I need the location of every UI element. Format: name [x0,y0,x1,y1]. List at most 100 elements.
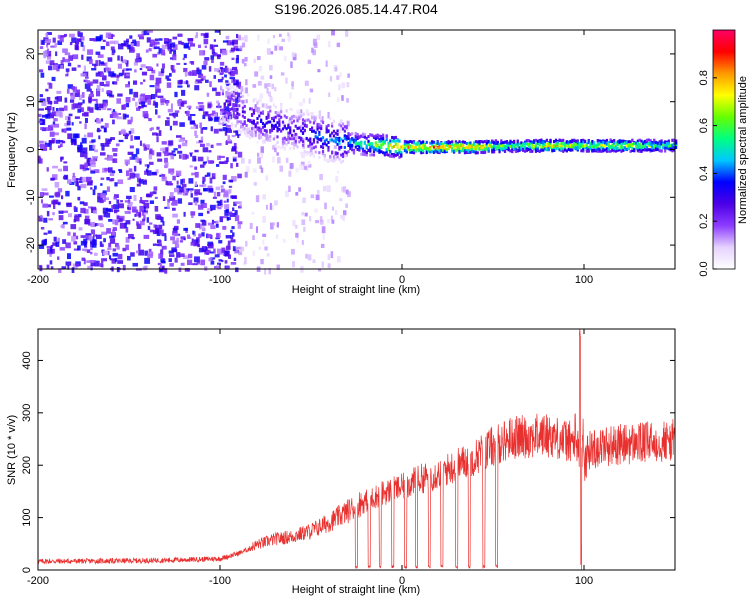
spectrogram-cell-1700 [229,116,232,120]
spectrogram-cell-2659 [478,140,481,144]
spectrogram-cell-670 [197,101,204,105]
spectrogram-cell-769 [63,174,69,180]
spectrogram-cell-321 [169,113,174,116]
spectrogram-cell-3072 [585,146,589,150]
spectrogram-cell-1521 [333,145,337,149]
spectrogram-cell-1465 [309,215,312,222]
spectrogram-cell-674 [128,130,132,135]
spectrogram-cell-2576 [456,145,459,149]
spectrogram-cell-1951 [294,143,297,147]
spectrogram-cell-1115 [148,153,153,160]
spectrogram-cell-696 [143,30,150,36]
spectrogram-cell-102 [121,59,127,64]
spectrogram-cell-3016 [571,145,574,149]
spectrogram-cell-3090 [591,145,594,149]
spectrogram-cell-405 [161,174,166,180]
spectrogram-cell-857 [127,151,134,155]
spectrogram-cell-198 [156,136,159,143]
spectrogram-cell-890 [73,205,77,211]
spectrogram-cell-3276 [638,138,641,142]
spectrogram-cell-3071 [585,149,589,153]
spectrogram-cell-748 [233,45,239,51]
spectrogram-cell-2106 [334,157,337,161]
spectrogram-cell-1181 [155,91,158,98]
spectrogram-cell-468 [39,94,43,98]
spectrogram-cell-552 [89,38,96,41]
spectrogram-cell-1587 [335,176,339,183]
spectrogram-cell-607 [205,247,208,253]
spectrogram-cell-1386 [189,120,195,125]
spectrogram-cell-2974 [560,139,563,143]
spectrogram-cell-1193 [226,84,231,87]
spectrogram-cell-2492 [434,149,437,153]
spectrogram-cell-3372 [664,143,667,147]
spectrogram-cell-2681 [483,144,487,148]
spectrogram-cell-2871 [534,145,538,149]
spectrogram-cell-2753 [503,140,507,144]
spectrogram-cell-1295 [207,103,212,109]
spectrogram-cell-1966 [298,108,301,112]
spectrogram-cell-717 [100,118,104,122]
spectrogram-cell-3261 [634,141,638,145]
spectrogram-cell-2108 [336,155,339,159]
colorbar-tick-label-0: 0.0 [698,261,710,276]
spectrogram-cell-1106 [187,37,194,41]
spectrogram-cell-999 [185,80,188,85]
spectrogram-cell-1726 [236,87,239,91]
spectrogram-cell-112 [77,185,81,191]
spectrogram-cell-1138 [87,132,93,138]
spectrogram-cell-464 [92,244,97,248]
spectrogram-cell-2149 [345,134,348,138]
spectrogram-cell-686 [93,65,97,68]
spectrogram-cell-763 [81,92,85,98]
spectrogram-cell-668 [174,257,178,263]
spectrogram-cell-854 [90,221,96,228]
spectrogram-cell-1004 [81,257,86,261]
spectrogram-cell-2939 [551,145,554,149]
spectrogram-cell-2840 [525,139,528,143]
spectrogram-cell-1963 [298,111,301,115]
spectrogram-cell-1284 [105,212,111,218]
spectrogram-cell-2066 [325,143,328,147]
spectrogram-cell-3157 [607,147,610,151]
spectrogram-cell-2215 [363,149,366,153]
spectrogram-cell-976 [214,68,219,72]
spectrogram-cell-501 [56,96,62,102]
spectrogram-cell-1818 [260,118,263,122]
spectrogram-cell-1167 [95,36,102,42]
spectrogram-cell-3110 [596,144,599,148]
spectrogram-cell-1558 [336,256,341,263]
spectrogram-cell-1058 [54,96,59,100]
spectrogram-cell-1462 [291,81,294,87]
spectrogram-cell-3085 [589,147,592,151]
spectrogram-cell-2927 [549,143,552,147]
spectrogram-cell-324 [225,82,231,86]
spectrogram-cell-635 [69,42,73,46]
spectrogram-cell-587 [48,218,53,221]
spectrogram-cell-1060 [75,263,80,267]
spectrogram-cell-1221 [215,265,220,270]
spectrogram-cell-2868 [533,147,536,151]
spectrogram-cell-1140 [89,159,96,165]
spectrogram-cell-160 [221,204,224,208]
spectrogram-cell-714 [136,107,141,111]
spectrogram-cell-1791 [252,121,255,125]
spectrogram-cell-2846 [527,148,530,152]
spectrogram-cell-472 [143,79,146,82]
spectrogram-cell-2554 [451,143,454,147]
spectrogram-cell-1005 [44,142,51,147]
spectrogram-cell-1209 [230,163,233,169]
spectrogram-cell-18 [199,105,205,112]
colorbar-tick-label-3: 0.6 [698,118,710,133]
spectrogram-cell-711 [99,241,103,247]
spectrogram-cell-2967 [558,138,561,142]
spectrogram-cell-1823 [261,110,265,114]
spectrogram-cell-1037 [43,53,47,59]
spectrogram-cell-2366 [402,144,405,148]
spectrogram-cell-1576 [262,233,267,238]
spectrogram-cell-8 [125,60,129,65]
spectrogram-cell-2229 [367,143,370,147]
spectrogram-cell-467 [217,248,223,255]
spectrogram-cell-1266 [194,166,198,170]
spectrogram-cell-2211 [361,133,365,137]
